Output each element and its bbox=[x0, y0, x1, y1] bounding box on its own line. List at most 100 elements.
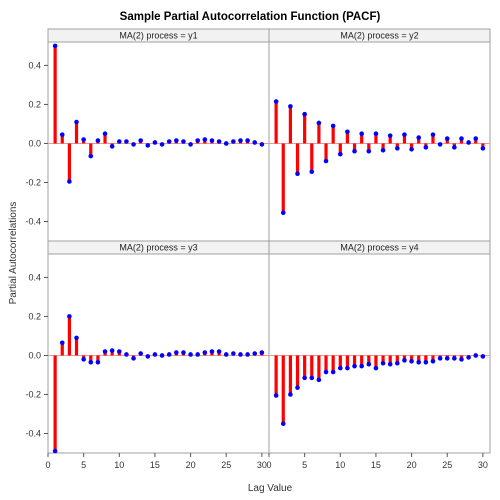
pacf-marker bbox=[67, 179, 72, 184]
pacf-marker bbox=[316, 120, 322, 126]
pacf-marker bbox=[345, 129, 350, 135]
pacf-marker bbox=[330, 123, 336, 129]
pacf-marker bbox=[152, 352, 158, 357]
panel-frame bbox=[268, 253, 491, 454]
pacf-marker bbox=[145, 143, 151, 148]
pacf-marker bbox=[216, 349, 222, 354]
pacf-marker bbox=[259, 142, 265, 147]
pacf-marker bbox=[223, 141, 229, 146]
pacf-marker bbox=[116, 349, 122, 354]
pacf-marker bbox=[409, 359, 414, 364]
x-tick-label: 20 bbox=[186, 460, 196, 470]
pacf-marker bbox=[174, 350, 179, 355]
pacf-marker bbox=[423, 359, 429, 365]
pacf-marker bbox=[238, 352, 243, 357]
pacf-marker bbox=[131, 142, 136, 147]
pacf-marker bbox=[316, 377, 322, 383]
pacf-marker bbox=[323, 369, 329, 375]
pacf-marker bbox=[131, 356, 136, 361]
pacf-marker bbox=[223, 352, 229, 357]
pacf-marker bbox=[345, 365, 350, 371]
pacf-marker bbox=[231, 139, 236, 144]
pacf-marker bbox=[402, 132, 407, 137]
pacf-marker bbox=[252, 140, 258, 145]
pacf-marker bbox=[323, 158, 329, 164]
pacf-marker bbox=[459, 136, 464, 141]
x-tick-label: 15 bbox=[371, 460, 381, 470]
pacf-marker bbox=[337, 365, 343, 371]
y-tick-label: 0.0 bbox=[28, 350, 41, 360]
pacf-marker bbox=[444, 356, 450, 361]
panel-label: MA(2) process = y4 bbox=[340, 243, 418, 253]
pacf-marker bbox=[416, 135, 422, 140]
pacf-marker bbox=[288, 104, 293, 109]
pacf-marker bbox=[280, 421, 286, 427]
pacf-marker bbox=[209, 349, 215, 354]
pacf-marker bbox=[480, 146, 486, 151]
pacf-marker bbox=[102, 349, 108, 354]
x-tick-label: 5 bbox=[81, 460, 86, 470]
pacf-marker bbox=[159, 142, 165, 147]
pacf-marker bbox=[309, 169, 315, 175]
pacf-marker bbox=[387, 133, 393, 138]
pacf-marker bbox=[195, 352, 201, 357]
pacf-marker bbox=[437, 356, 443, 361]
pacf-marker bbox=[116, 139, 122, 144]
pacf-marker bbox=[238, 138, 243, 143]
pacf-marker bbox=[409, 147, 414, 152]
x-axis-label: Lag Value bbox=[248, 483, 293, 494]
pacf-marker bbox=[359, 363, 364, 369]
panel-grid: MA(2) process = y1-0.4-0.20.00.20.4MA(2)… bbox=[25, 28, 491, 470]
x-tick-label: 25 bbox=[442, 460, 452, 470]
x-tick-label: 15 bbox=[150, 460, 160, 470]
pacf-marker bbox=[259, 350, 265, 355]
x-tick-label: 30 bbox=[257, 460, 267, 470]
panel-label: MA(2) process = y2 bbox=[340, 31, 418, 41]
panel-3: MA(2) process = y3 -0.4 -0.2 0.0 0.2 0.4 0 5 10 1… bbox=[25, 240, 270, 470]
pacf-marker bbox=[88, 153, 94, 159]
pacf-marker bbox=[430, 132, 436, 137]
pacf-marker bbox=[59, 340, 65, 346]
pacf-marker bbox=[373, 131, 379, 136]
pacf-marker bbox=[444, 136, 450, 141]
pacf-marker bbox=[81, 357, 86, 362]
pacf-marker bbox=[352, 148, 357, 154]
pacf-marker bbox=[459, 357, 464, 362]
pacf-marker bbox=[430, 359, 436, 364]
pacf-marker bbox=[209, 138, 215, 143]
pacf-marker bbox=[452, 356, 457, 361]
pacf-marker bbox=[245, 352, 250, 357]
pacf-marker bbox=[302, 111, 307, 117]
panel-4: MA(2) process = y4 0 5 10 15 20 25 30 bbox=[266, 240, 491, 470]
pacf-marker bbox=[166, 352, 172, 357]
pacf-marker bbox=[216, 139, 222, 144]
pacf-marker bbox=[188, 352, 193, 357]
pacf-marker bbox=[181, 139, 186, 144]
pacf-marker bbox=[295, 171, 300, 176]
pacf-marker bbox=[395, 146, 400, 151]
pacf-marker bbox=[138, 138, 143, 143]
x-tick-label: 0 bbox=[45, 460, 50, 470]
pacf-marker bbox=[380, 147, 386, 153]
pacf-marker bbox=[188, 142, 193, 147]
pacf-marker bbox=[59, 132, 65, 137]
pacf-marker bbox=[359, 131, 364, 136]
x-tick-label: 5 bbox=[302, 460, 307, 470]
pacf-marker bbox=[152, 140, 158, 145]
pacf-marker bbox=[74, 119, 79, 125]
pacf-marker bbox=[252, 351, 258, 356]
pacf-marker bbox=[473, 353, 479, 358]
pacf-marker bbox=[166, 139, 172, 144]
pacf-marker bbox=[473, 136, 479, 141]
y-tick-label: 0.4 bbox=[28, 272, 41, 282]
pacf-marker bbox=[245, 138, 250, 143]
pacf-marker bbox=[416, 359, 422, 365]
pacf-marker bbox=[366, 148, 372, 154]
pacf-marker bbox=[95, 138, 101, 143]
pacf-marker bbox=[273, 99, 279, 104]
pacf-marker bbox=[124, 139, 129, 144]
pacf-marker bbox=[280, 210, 286, 216]
pacf-marker bbox=[437, 142, 443, 147]
pacf-marker bbox=[202, 350, 208, 355]
